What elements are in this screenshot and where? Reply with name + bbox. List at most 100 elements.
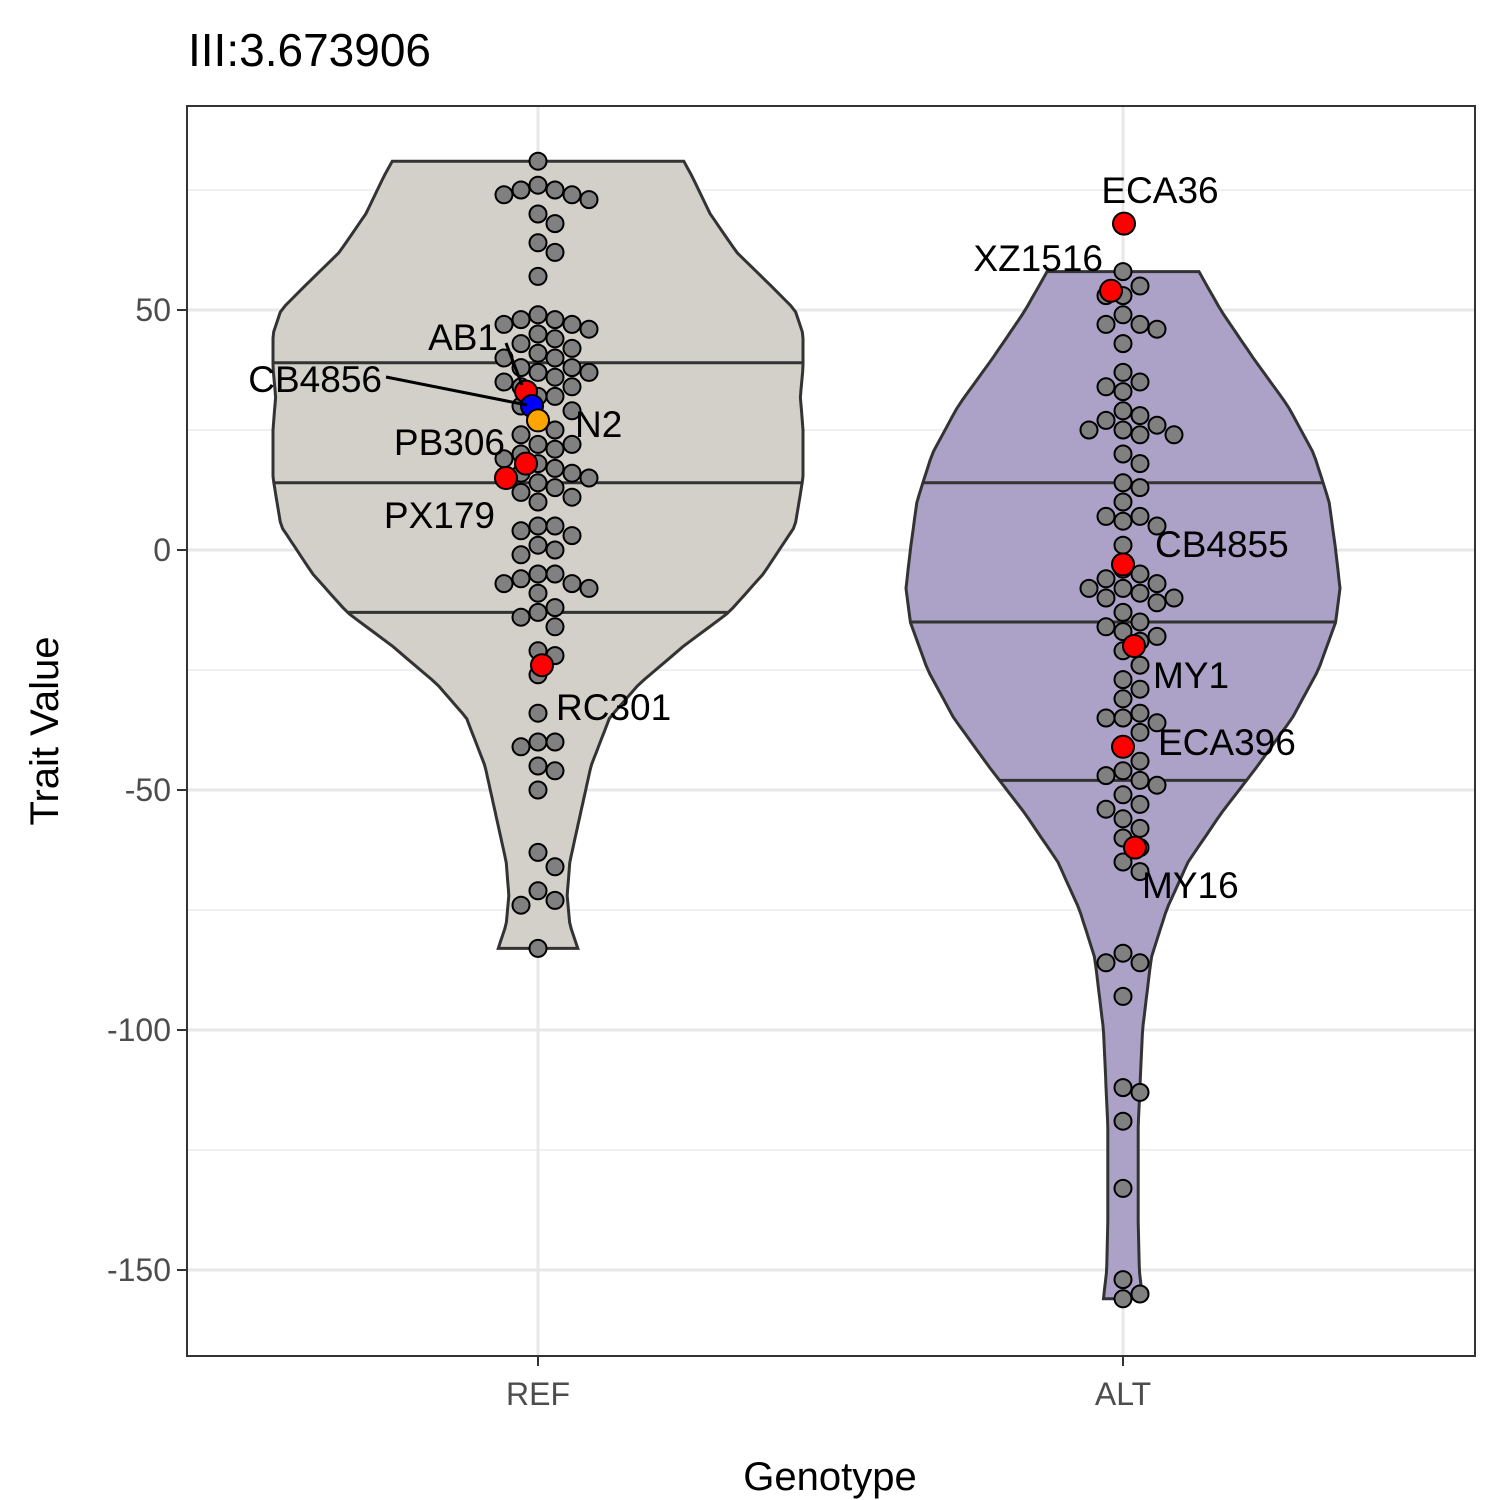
data-point: [511, 334, 531, 354]
data-point: [545, 458, 565, 478]
data-point: [1147, 775, 1167, 795]
data-point: [545, 478, 565, 498]
data-point: [1096, 569, 1116, 589]
data-point: [511, 180, 531, 200]
data-point: [1130, 314, 1150, 334]
data-point: [528, 362, 548, 382]
data-point: [1113, 401, 1133, 421]
data-point: [1130, 703, 1150, 723]
violin-alt: [904, 270, 1342, 1301]
panel-border: [186, 105, 1476, 1357]
x-axis-title: Genotype: [743, 1455, 916, 1499]
data-point: [1130, 454, 1150, 474]
label-leader-line: [385, 375, 528, 407]
highlight-point: [1112, 211, 1136, 236]
data-point: [1130, 425, 1150, 445]
data-point: [1130, 862, 1150, 882]
data-point: [545, 180, 565, 200]
data-point: [1079, 578, 1099, 598]
data-point: [1147, 626, 1167, 646]
data-point: [1164, 425, 1184, 445]
highlight-point: [1111, 734, 1135, 759]
data-point: [545, 420, 565, 440]
data-point: [511, 607, 531, 627]
highlight-point: [530, 653, 554, 678]
data-point: [528, 434, 548, 454]
data-point: [1130, 612, 1150, 632]
data-point: [562, 574, 582, 594]
data-point: [1096, 588, 1116, 608]
data-point: [528, 703, 548, 723]
data-point: [528, 780, 548, 800]
point-label: MY16: [1142, 865, 1239, 906]
data-point: [579, 319, 599, 339]
data-point: [528, 473, 548, 493]
highlight-point: [1099, 278, 1123, 303]
data-point: [1113, 785, 1133, 805]
data-point: [545, 242, 565, 262]
data-point: [545, 617, 565, 637]
data-point: [1130, 953, 1150, 973]
data-point: [1113, 1289, 1133, 1309]
data-point: [562, 377, 582, 397]
data-point: [1096, 617, 1116, 637]
data-point: [528, 842, 548, 862]
data-point: [528, 204, 548, 224]
data-point: [562, 526, 582, 546]
data-point: [1113, 1078, 1133, 1098]
data-point: [1113, 943, 1133, 963]
point-label: MY1: [1153, 655, 1229, 696]
data-point: [528, 535, 548, 555]
chart-title: III:3.673906: [188, 24, 431, 76]
data-point: [528, 756, 548, 776]
data-point: [1130, 478, 1150, 498]
data-point: [1147, 713, 1167, 733]
data-point: [1130, 770, 1150, 790]
data-point: [1164, 588, 1184, 608]
data-point: [1130, 276, 1150, 296]
data-point: [1113, 809, 1133, 829]
data-point: [545, 540, 565, 560]
data-point: [511, 425, 531, 445]
data-point: [1096, 377, 1116, 397]
point-label: AB1: [428, 317, 498, 358]
point-label: CB4856: [248, 359, 382, 400]
data-point: [579, 578, 599, 598]
data-point: [528, 175, 548, 195]
data-point: [494, 314, 514, 334]
data-point: [1130, 794, 1150, 814]
data-point: [1113, 622, 1133, 642]
data-point: [528, 938, 548, 958]
data-point: [1096, 953, 1116, 973]
highlight-point: [494, 466, 518, 490]
data-point: [562, 185, 582, 205]
data-point: [1130, 406, 1150, 426]
data-point: [528, 266, 548, 286]
data-point: [511, 737, 531, 757]
highlight-point: [1123, 835, 1147, 860]
data-point: [1113, 511, 1133, 531]
data-point: [1096, 708, 1116, 728]
data-point: [579, 468, 599, 488]
highlight-point: [1122, 634, 1146, 658]
data-point: [1096, 314, 1116, 334]
y-tick-label: 50: [135, 292, 171, 328]
data-point: [545, 890, 565, 910]
point-label: ECA36: [1101, 170, 1218, 211]
data-point: [1130, 722, 1150, 742]
data-point: [1113, 578, 1133, 598]
data-point: [545, 732, 565, 752]
point-layer: [494, 151, 1184, 1309]
data-point: [511, 569, 531, 589]
highlight-point: [1111, 552, 1135, 577]
data-point: [511, 482, 531, 502]
data-point: [528, 305, 548, 325]
point-label: ECA396: [1158, 722, 1296, 763]
data-point: [1113, 1111, 1133, 1131]
x-tick-label: ALT: [1095, 1376, 1151, 1412]
data-point: [511, 895, 531, 915]
data-point: [1130, 564, 1150, 584]
point-label: N2: [575, 404, 622, 445]
data-point: [1113, 1270, 1133, 1290]
